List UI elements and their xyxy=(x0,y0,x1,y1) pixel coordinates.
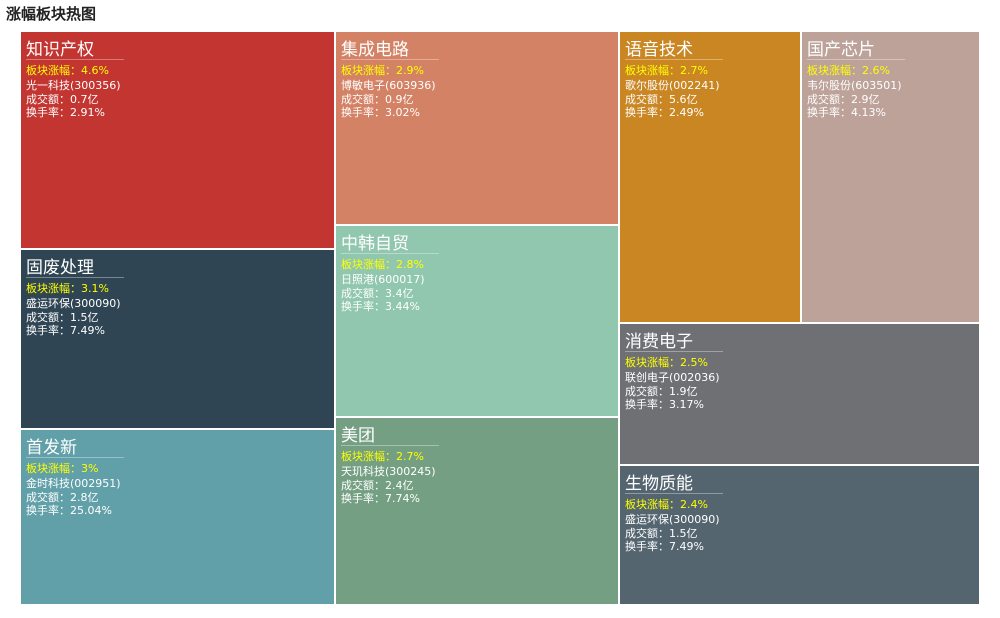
tile-turnover: 换手率：7.49% xyxy=(625,540,704,553)
chart-title: 涨幅板块热图 xyxy=(6,5,97,23)
tile-amount: 成交额：2.9亿 xyxy=(807,93,880,106)
tile-leading-stock: 博敏电子(603936) xyxy=(341,79,436,92)
tile-divider xyxy=(26,457,124,458)
tile-amount: 成交额：0.9亿 xyxy=(341,93,414,106)
tile-divider xyxy=(807,59,905,60)
tile-turnover: 换手率：7.74% xyxy=(341,492,420,505)
tile-leading-stock: 盛运环保(300090) xyxy=(26,297,121,310)
tile-name: 中韩自贸 xyxy=(341,234,409,254)
tile-turnover: 换手率：7.49% xyxy=(26,324,105,337)
tile-leading-stock: 盛运环保(300090) xyxy=(625,513,720,526)
tile-leading-stock: 金时科技(002951) xyxy=(26,477,121,490)
tile-divider xyxy=(26,277,124,278)
tile-change: 板块涨幅：2.7% xyxy=(341,450,424,463)
tile-divider xyxy=(341,445,439,446)
tile-change: 板块涨幅：2.7% xyxy=(625,64,708,77)
treemap-tile[interactable]: 集成电路板块涨幅：2.9% 博敏电子(603936) 成交额：0.9亿 换手率：3.0… xyxy=(335,31,619,225)
treemap-tile[interactable]: 首发新板块涨幅：3% 金时科技(002951) 成交额：2.8亿 换手率：25.04% xyxy=(20,429,335,605)
tile-name: 生物质能 xyxy=(625,474,693,494)
tile-name: 消费电子 xyxy=(625,332,693,352)
tile-amount: 成交额：1.5亿 xyxy=(625,527,698,540)
tile-amount: 成交额：0.7亿 xyxy=(26,93,99,106)
tile-turnover: 换手率：2.49% xyxy=(625,106,704,119)
tile-amount: 成交额：2.8亿 xyxy=(26,491,99,504)
tile-turnover: 换手率：3.02% xyxy=(341,106,420,119)
treemap-tile[interactable]: 中韩自贸板块涨幅：2.8% 日照港(600017) 成交额：3.4亿 换手率：3.44… xyxy=(335,225,619,417)
tile-change: 板块涨幅：2.5% xyxy=(625,356,708,369)
tile-turnover: 换手率：3.17% xyxy=(625,398,704,411)
tile-divider xyxy=(625,59,723,60)
tile-divider xyxy=(341,59,439,60)
tile-name: 国产芯片 xyxy=(807,40,875,60)
tile-leading-stock: 光一科技(300356) xyxy=(26,79,121,92)
tile-name: 美团 xyxy=(341,426,375,446)
tile-divider xyxy=(625,493,723,494)
treemap-tile[interactable]: 消费电子板块涨幅：2.5% 联创电子(002036) 成交额：1.9亿 换手率：3.1… xyxy=(619,323,980,465)
tile-change: 板块涨幅：2.8% xyxy=(341,258,424,271)
treemap-tile[interactable]: 语音技术板块涨幅：2.7% 歌尔股份(002241) 成交额：5.6亿 换手率：2.4… xyxy=(619,31,801,323)
tile-leading-stock: 歌尔股份(002241) xyxy=(625,79,720,92)
tile-divider xyxy=(625,351,723,352)
tile-amount: 成交额：5.6亿 xyxy=(625,93,698,106)
treemap-tile[interactable]: 固废处理板块涨幅：3.1% 盛运环保(300090) 成交额：1.5亿 换手率：7.4… xyxy=(20,249,335,429)
tile-name: 集成电路 xyxy=(341,40,409,60)
tile-name: 首发新 xyxy=(26,438,77,458)
tile-amount: 成交额：2.4亿 xyxy=(341,479,414,492)
tile-change: 板块涨幅：4.6% xyxy=(26,64,109,77)
tile-change: 板块涨幅：2.4% xyxy=(625,498,708,511)
treemap-tile[interactable]: 国产芯片板块涨幅：2.6% 韦尔股份(603501) 成交额：2.9亿 换手率：4.1… xyxy=(801,31,980,323)
treemap-tile[interactable]: 生物质能板块涨幅：2.4% 盛运环保(300090) 成交额：1.5亿 换手率：7.4… xyxy=(619,465,980,605)
tile-divider xyxy=(341,253,439,254)
tile-turnover: 换手率：3.44% xyxy=(341,300,420,313)
tile-name: 知识产权 xyxy=(26,40,94,60)
tile-turnover: 换手率：25.04% xyxy=(26,504,112,517)
tile-amount: 成交额：3.4亿 xyxy=(341,287,414,300)
tile-leading-stock: 联创电子(002036) xyxy=(625,371,720,384)
tile-amount: 成交额：1.5亿 xyxy=(26,311,99,324)
tile-change: 板块涨幅：2.9% xyxy=(341,64,424,77)
tile-amount: 成交额：1.9亿 xyxy=(625,385,698,398)
tile-name: 固废处理 xyxy=(26,258,94,278)
tile-leading-stock: 天玑科技(300245) xyxy=(341,465,436,478)
tile-change: 板块涨幅：3.1% xyxy=(26,282,109,295)
tile-change: 板块涨幅：2.6% xyxy=(807,64,890,77)
tile-name: 语音技术 xyxy=(625,40,693,60)
tile-turnover: 换手率：4.13% xyxy=(807,106,886,119)
treemap-tile[interactable]: 知识产权板块涨幅：4.6% 光一科技(300356) 成交额：0.7亿 换手率：2.9… xyxy=(20,31,335,249)
tile-leading-stock: 日照港(600017) xyxy=(341,273,425,286)
tile-divider xyxy=(26,59,124,60)
tile-turnover: 换手率：2.91% xyxy=(26,106,105,119)
tile-change: 板块涨幅：3% xyxy=(26,462,99,475)
tile-leading-stock: 韦尔股份(603501) xyxy=(807,79,902,92)
treemap-tile[interactable]: 美团板块涨幅：2.7% 天玑科技(300245) 成交额：2.4亿 换手率：7.74% xyxy=(335,417,619,605)
